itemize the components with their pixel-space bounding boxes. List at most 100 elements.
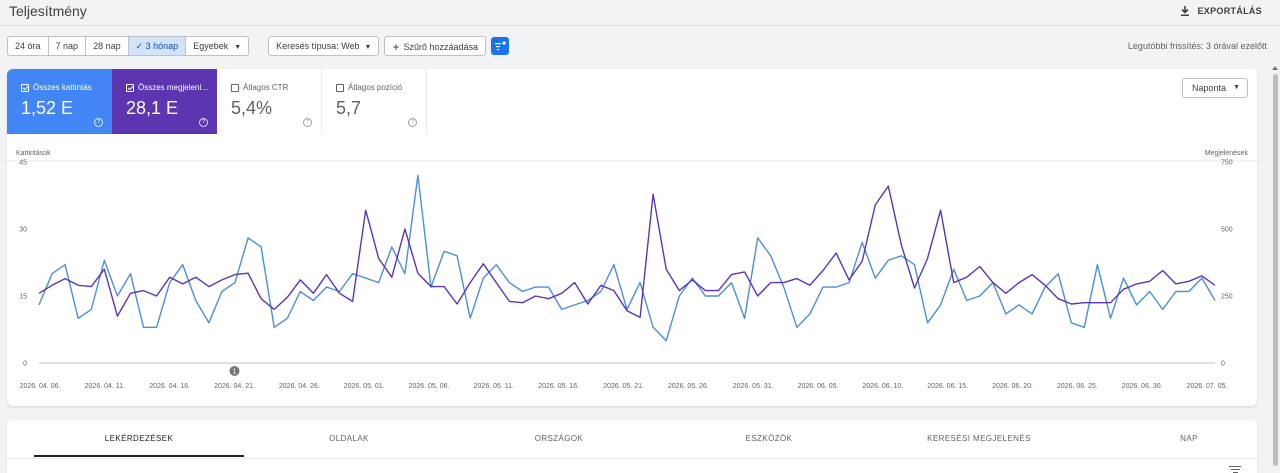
- x-tick-label: 2026. 04. 16.: [149, 383, 190, 390]
- range-7d-label: 7 nap: [55, 41, 79, 51]
- filter-bar: 24 óra 7 nap 28 nap ✓ 3 hónap Egyebek ▼ K…: [7, 36, 510, 56]
- filter-settings-button[interactable]: [491, 37, 510, 55]
- dimension-tabs: LEKÉRDEZÉSEK OLDALAK ORSZÁGOK ESZKÖZÖK K…: [34, 420, 1280, 457]
- add-filter-button[interactable]: + Szűrő hozzáadása: [384, 36, 487, 56]
- checkbox-unchecked-icon: [231, 83, 239, 92]
- x-tick-label: 2026. 06. 20.: [992, 383, 1033, 390]
- x-tick-label: 2026. 06. 30.: [1122, 383, 1163, 390]
- help-icon[interactable]: ?: [94, 118, 103, 127]
- range-28d-label: 28 nap: [93, 41, 121, 51]
- tab-pages[interactable]: OLDALAK: [329, 434, 369, 443]
- last-update-text: Legutóbbi frissítés: 3 órával ezelőtt: [1127, 41, 1267, 51]
- metric-label-text: Összes kattintás: [33, 83, 92, 92]
- page-header: Teljesítmény EXPORTÁLÁS: [0, 0, 1280, 26]
- metric-total-clicks-value: 1,52 E: [21, 98, 74, 118]
- interval-label: Naponta: [1192, 83, 1227, 93]
- series-line-impressions: [38, 185, 1216, 319]
- x-tick-label: 2026. 04. 11.: [85, 383, 125, 390]
- help-icon[interactable]: ?: [303, 118, 312, 127]
- range-28d[interactable]: 28 nap: [86, 37, 129, 55]
- divider: [7, 458, 1257, 459]
- tab-queries[interactable]: LEKÉRDEZÉSEK: [34, 420, 244, 457]
- checkbox-unchecked-icon: [336, 83, 344, 92]
- annotation-marker-label: 1: [233, 369, 237, 376]
- metric-average-position-value: 5,7: [336, 98, 362, 118]
- checkbox-checked-icon: [126, 83, 134, 92]
- plus-icon: +: [392, 40, 400, 54]
- tab-devices[interactable]: ESZKÖZÖK: [745, 434, 793, 443]
- dimension-tabs-card: LEKÉRDEZÉSEK OLDALAK ORSZÁGOK ESZKÖZÖK K…: [7, 420, 1257, 473]
- help-icon[interactable]: ?: [408, 118, 417, 127]
- filter-rows-icon[interactable]: [1229, 466, 1241, 473]
- x-tick-label: 2026. 06. 05.: [798, 383, 839, 390]
- x-tick-label: 2026. 04. 26.: [279, 383, 320, 390]
- add-filter-label: Szűrő hozzáadása: [403, 42, 479, 52]
- tab-date[interactable]: NAP: [1180, 434, 1198, 443]
- export-button[interactable]: EXPORTÁLÁS: [1179, 2, 1262, 20]
- page-title: Teljesítmény: [9, 3, 87, 19]
- left-axis-title: Kattintások: [16, 150, 51, 157]
- checkbox-checked-icon: [21, 83, 29, 92]
- metric-total-impressions-label: Összes megjelení...: [126, 83, 208, 92]
- download-icon: [1181, 6, 1190, 16]
- right-tick-label: 750: [1221, 160, 1233, 167]
- right-tick-label: 0: [1221, 361, 1225, 368]
- date-range-selector: 24 óra 7 nap 28 nap ✓ 3 hónap Egyebek ▼: [7, 36, 250, 56]
- left-tick-label: 30: [19, 227, 27, 234]
- left-tick-label: 45: [19, 160, 27, 167]
- performance-chart-card: Összes kattintás 1,52 E ? Összes megjele…: [7, 69, 1257, 406]
- interval-select[interactable]: Naponta ▼: [1182, 78, 1248, 98]
- check-icon: ✓: [135, 41, 146, 51]
- metric-average-ctr[interactable]: Átlagos CTR 5,4% ?: [217, 69, 322, 134]
- range-3m[interactable]: ✓ 3 hónap: [128, 37, 187, 55]
- search-type-filter[interactable]: Keresés típusa: Web ▼: [268, 36, 380, 56]
- caret-down-icon: ▼: [364, 44, 372, 51]
- metric-label-text: Átlagos pozíció: [348, 83, 403, 92]
- x-tick-label: 2026. 07. 05.: [1187, 383, 1228, 390]
- range-24h[interactable]: 24 óra: [8, 37, 49, 55]
- performance-line-chart: Kattintások Megjelenések 45 30 15 0 750 500 250 0…: [7, 150, 1257, 390]
- x-tick-label: 2026. 04. 06.: [20, 383, 61, 390]
- metric-total-impressions-value: 28,1 E: [126, 98, 179, 118]
- range-more-label: Egyebek: [193, 41, 229, 51]
- metric-average-position[interactable]: Átlagos pozíció 5,7 ?: [322, 69, 427, 134]
- scroll-up-arrow-icon[interactable]: [1272, 66, 1278, 70]
- right-axis-title: Megjelenések: [1205, 150, 1249, 157]
- range-3m-label: 3 hónap: [145, 41, 179, 51]
- x-tick-label: 2026. 04. 21.: [214, 383, 255, 390]
- x-tick-label: 2026. 05. 11.: [474, 383, 514, 390]
- tab-countries[interactable]: ORSZÁGOK: [534, 434, 584, 443]
- metric-label-text: Átlagos CTR: [243, 83, 289, 92]
- caret-down-icon: ▼: [234, 44, 242, 51]
- page-scrollbar[interactable]: [1271, 66, 1280, 473]
- left-tick-label: 15: [19, 294, 27, 301]
- range-24h-label: 24 óra: [15, 41, 41, 51]
- x-tick-label: 2026. 05. 21.: [603, 383, 644, 390]
- metric-label-text: Összes megjelení...: [138, 83, 209, 92]
- export-label: EXPORTÁLÁS: [1197, 6, 1262, 16]
- right-tick-label: 250: [1221, 294, 1233, 301]
- series-line-clicks: [38, 174, 1216, 342]
- metric-total-impressions[interactable]: Összes megjelení... 28,1 E ?: [112, 69, 217, 134]
- x-tick-label: 2026. 05. 31.: [733, 383, 774, 390]
- search-type-label: Keresés típusa: Web: [276, 41, 360, 51]
- caret-down-icon: ▼: [1233, 84, 1240, 91]
- scrollbar-thumb[interactable]: [1273, 74, 1278, 466]
- tab-search-appearance[interactable]: KERESÉSI MEGJELENÉS: [927, 434, 1031, 443]
- x-tick-label: 2026. 05. 01.: [344, 383, 385, 390]
- x-tick-label: 2026. 05. 16.: [538, 383, 579, 390]
- metric-total-clicks-label: Összes kattintás: [21, 83, 92, 92]
- metric-average-ctr-value: 5,4%: [231, 98, 273, 118]
- x-tick-label: 2026. 06. 25.: [1057, 383, 1098, 390]
- range-more[interactable]: Egyebek ▼: [186, 37, 248, 55]
- metric-total-clicks[interactable]: Összes kattintás 1,52 E ?: [7, 69, 112, 134]
- x-tick-label: 2026. 06. 15.: [927, 383, 968, 390]
- left-tick-label: 0: [23, 361, 27, 368]
- x-tick-label: 2026. 06. 10.: [862, 383, 903, 390]
- range-7d[interactable]: 7 nap: [49, 37, 87, 55]
- help-icon[interactable]: ?: [199, 118, 208, 127]
- metric-average-position-label: Átlagos pozíció: [336, 83, 402, 92]
- filter-add-icon: [494, 41, 506, 51]
- right-tick-label: 500: [1221, 227, 1233, 234]
- metric-average-ctr-label: Átlagos CTR: [231, 83, 288, 92]
